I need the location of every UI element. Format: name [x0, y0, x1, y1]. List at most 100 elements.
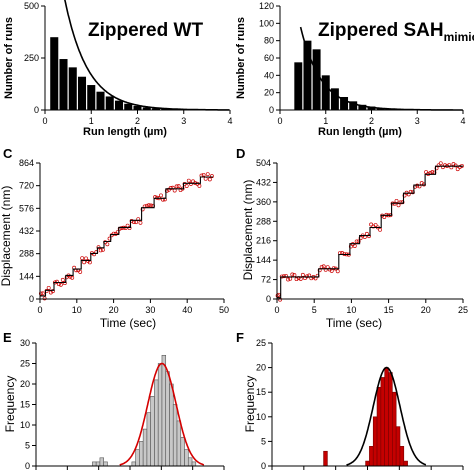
panel-d-data-point	[290, 272, 295, 277]
panel-c-data-point	[105, 242, 110, 247]
panel-d-data-point	[286, 277, 291, 282]
panel-d-data-point	[410, 190, 415, 195]
panel-b-y-label: Number of runs	[235, 17, 247, 99]
panel-a-bar	[59, 59, 68, 110]
panel-c-data-point	[111, 231, 116, 236]
panel-c-data-point	[96, 245, 101, 250]
panel-c-y-label: Displacement (nm)	[0, 186, 13, 287]
panel-c-y-tick-label: 288	[19, 249, 34, 259]
panel-b-y-tick-label: 20	[264, 88, 274, 98]
panel-f-bar	[384, 367, 389, 467]
panel-c-y-tick-label: 720	[19, 181, 34, 191]
panel-c-y-tick-label: 864	[19, 158, 34, 168]
panel-b-bars-group	[294, 40, 403, 110]
panel-f-y-tick-label: 25	[256, 338, 266, 348]
panel-b-x-tick-label: 4	[460, 116, 465, 126]
panel-a-bar	[50, 37, 59, 111]
panel-e-y-tick-label: 30	[20, 338, 30, 348]
panel-b-x-tick-label: 2	[369, 116, 374, 126]
panel-e-y-ticks: 0 5 10 15 20 25 30	[20, 338, 36, 471]
panel-f-bar	[388, 372, 393, 467]
panel-d-data-point	[281, 274, 286, 279]
panel-d-data-point	[321, 264, 326, 269]
panel-c-x-tick-label: 50	[219, 305, 229, 315]
panel-b-bar	[340, 97, 349, 110]
panel-c-data-point	[197, 183, 202, 188]
panel-c-data-point	[60, 277, 65, 282]
panel-b-x-label: Run length (µm)	[318, 126, 402, 138]
panel-b-bar	[358, 104, 367, 110]
panel-d-data-point	[358, 236, 363, 241]
panel-d-x-ticks: 0 5 10 15 20 25	[274, 299, 468, 315]
panel-d-x-tick-label: 20	[421, 305, 431, 315]
panel-f-bar	[372, 416, 378, 467]
panel-c-displacement-trace: C 0 10 20 30 40 50 0 144 288 432 576 720 864 Time (…	[0, 146, 229, 330]
panel-a-x-tick-label: 0	[42, 116, 47, 126]
panel-e-bar	[157, 363, 163, 467]
panel-d-data-point	[430, 170, 435, 175]
panel-e-bar	[146, 412, 151, 467]
panel-b-title-subscript: mimic	[444, 30, 474, 44]
panel-c-data-point	[119, 226, 124, 230]
panel-d-data-point	[348, 244, 353, 249]
panel-c-x-tick-label: 20	[109, 305, 119, 315]
panel-e-frequency-histogram: E 0 5 10 15 20 25 30 Frequency	[3, 330, 225, 471]
panel-c-data-point	[134, 220, 138, 225]
panel-c-data-point	[188, 181, 193, 186]
panel-c-y-ticks: 0 144 288 432 576 720 864	[19, 158, 40, 304]
panel-b-y-tick-label: 100	[259, 18, 274, 28]
panel-e-bars-group	[92, 354, 197, 467]
panel-d-data-point	[394, 198, 399, 203]
panel-a-x-tick-label: 1	[89, 116, 94, 126]
panel-b-y-tick-label: 0	[269, 105, 274, 115]
panel-c-step-fit	[40, 176, 213, 297]
panel-f-y-tick-label: 10	[256, 412, 266, 422]
panel-c-x-ticks: 0 10 20 30 40 50	[37, 299, 229, 315]
panel-c-data-point	[191, 179, 195, 184]
panel-c-x-tick-label: 40	[182, 305, 192, 315]
panel-f-bar	[369, 446, 374, 467]
panel-f-y-ticks: 0 5 10 15 20 25	[256, 338, 272, 471]
panel-f-bar	[403, 460, 408, 467]
panel-d-step-fit	[277, 165, 463, 299]
panel-d-displacement-trace: D 0 5 10 15 20 25 0 72 144 216 288 360 432 504 Time …	[236, 146, 468, 330]
panel-e-bar	[161, 354, 167, 467]
panel-b-y-ticks: 0 20 40 60 80 100 120	[259, 1, 280, 115]
panel-a-y-tick-label: 0	[34, 105, 39, 115]
panel-b-title-main: Zippered SAH	[318, 20, 444, 41]
panel-a-x-tick-label: 4	[227, 116, 232, 126]
panel-d-data-point	[455, 167, 460, 172]
panel-a-bar	[114, 100, 124, 110]
panel-e-bar	[135, 449, 140, 467]
panel-c-label: C	[3, 146, 13, 161]
panel-f-y-tick-label: 15	[256, 387, 266, 397]
panel-d-data-point	[378, 227, 382, 232]
panel-e-y-tick-label: 0	[25, 461, 30, 471]
panel-c-data-point	[146, 203, 151, 208]
panel-c-data-point	[176, 184, 181, 189]
panel-c-data-point	[149, 203, 153, 208]
panel-e-bar	[176, 420, 182, 467]
panel-d-data-point	[369, 222, 374, 227]
panel-d-x-tick-label: 15	[384, 305, 394, 315]
panel-b-y-tick-label: 40	[264, 70, 274, 80]
panel-c-data-point	[209, 174, 214, 179]
panel-d-data-point	[438, 161, 443, 166]
panel-e-bar	[92, 461, 97, 467]
panel-a-bar	[124, 103, 133, 110]
panel-e-gaussian-fit	[119, 362, 205, 466]
panel-f-bar	[395, 426, 401, 467]
panel-a-y-tick-label: 250	[24, 53, 39, 63]
panel-f-x-ticks	[271, 466, 464, 470]
panel-d-data-point	[443, 163, 447, 168]
panel-b-y-tick-label: 120	[259, 1, 274, 11]
panel-c-data-point	[144, 203, 149, 208]
panel-e-bar	[154, 379, 159, 467]
panel-d-data-point	[319, 265, 324, 270]
panel-e-x-ticks	[35, 466, 225, 470]
panel-f-y-tick-label: 20	[256, 363, 266, 373]
panel-d-data-point	[288, 276, 293, 281]
panel-e-bar	[172, 404, 178, 467]
panel-d-data-point	[305, 274, 310, 279]
